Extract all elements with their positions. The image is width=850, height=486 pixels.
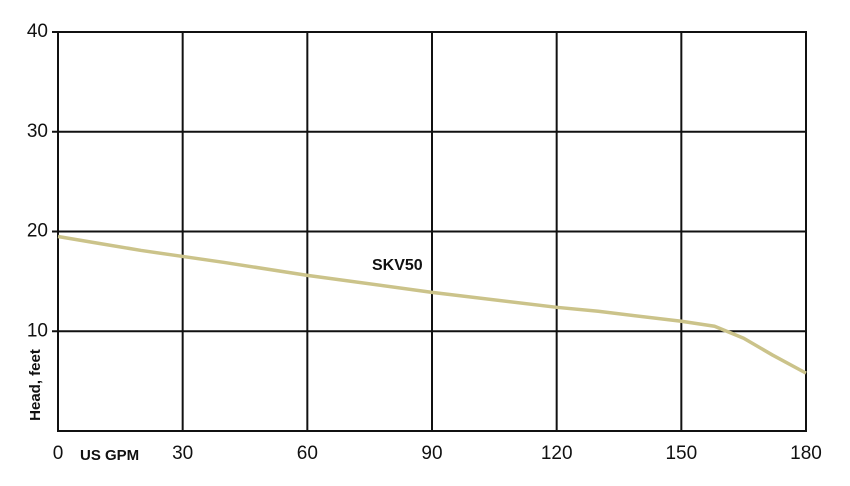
y-tick-label: 30 [27, 121, 48, 142]
y-tick-label: 10 [27, 320, 48, 341]
x-tick-label: 150 [665, 443, 697, 464]
x-tick-label: 120 [541, 443, 573, 464]
series-label: SKV50 [372, 257, 423, 274]
plot-frame [57, 31, 807, 432]
x-tick-label: 180 [790, 443, 822, 464]
y-tick-label: 20 [27, 221, 48, 242]
y-axis-label: Head, feet [27, 349, 44, 421]
data-line [57, 234, 807, 375]
x-tick-label: 30 [172, 443, 193, 464]
x-tick-label: 60 [297, 443, 318, 464]
y-tick-label: 40 [27, 21, 48, 42]
x-tick-label: 0 [53, 443, 64, 464]
x-tick-label: 90 [421, 443, 442, 464]
x-axis-label: US GPM [80, 447, 139, 464]
